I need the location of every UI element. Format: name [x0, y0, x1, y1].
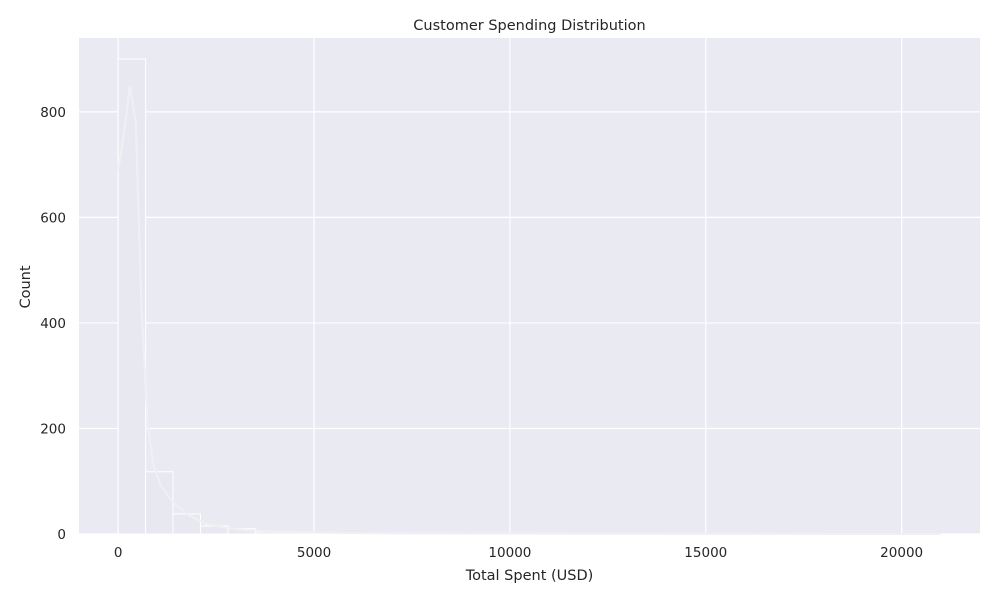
- y-tick-label: 600: [40, 210, 66, 226]
- histogram-bar: [145, 471, 174, 535]
- x-tick-label: 10000: [488, 545, 531, 561]
- histogram-bar: [172, 513, 201, 535]
- plot-background: [79, 38, 980, 534]
- x-axis-label: Total Spent (USD): [465, 568, 594, 584]
- y-tick-labels: 0 200 400 600 800: [40, 105, 66, 543]
- y-axis-label: Count: [18, 265, 34, 308]
- y-tick-label: 400: [40, 316, 66, 332]
- x-tick-label: 20000: [880, 545, 923, 561]
- y-tick-label: 200: [40, 421, 66, 437]
- chart-title: Customer Spending Distribution: [413, 18, 645, 34]
- x-tick-label: 15000: [684, 545, 727, 561]
- y-tick-label: 0: [57, 527, 66, 543]
- x-tick-label: 0: [114, 545, 123, 561]
- x-tick-label: 5000: [297, 545, 331, 561]
- kde-line: [117, 85, 941, 535]
- x-tick-labels: 0 5000 10000 15000 20000: [114, 545, 923, 561]
- y-tick-label: 800: [40, 105, 66, 121]
